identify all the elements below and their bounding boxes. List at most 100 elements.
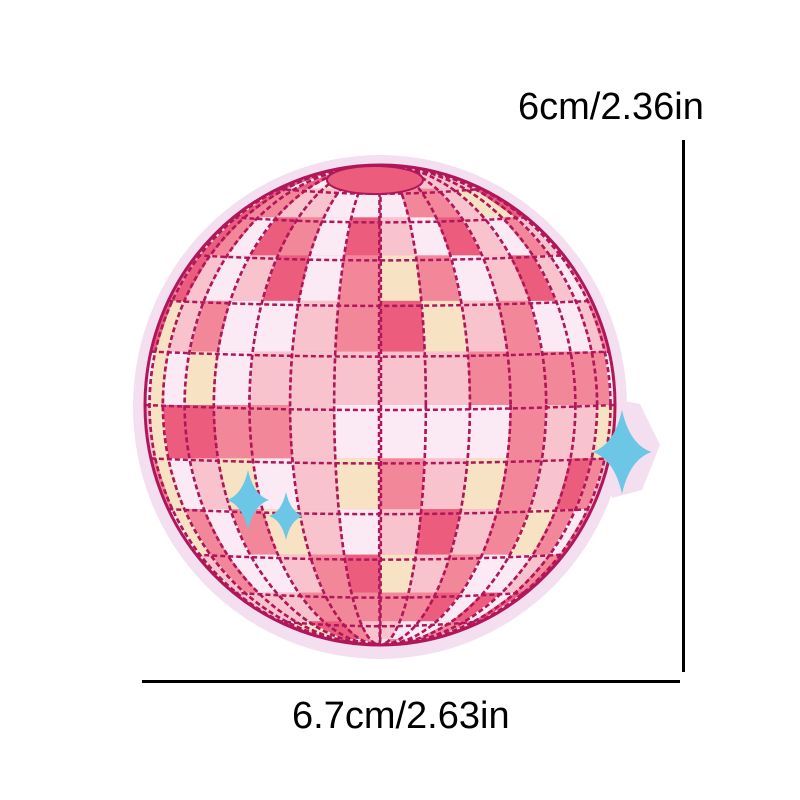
mirror-tile [250,554,299,593]
mirror-tile [452,188,502,218]
mirror-tile [501,554,550,593]
stitch-line [150,457,610,465]
mirror-tile [549,509,588,555]
mirror-tile [344,554,380,593]
stitch-line [161,165,599,645]
sparkle-icon [227,470,269,530]
stitch-line [196,553,564,561]
mirror-tile [168,255,200,301]
mirror-tile [380,509,422,555]
mirror-tile [292,458,339,510]
mirror-tile [424,405,470,459]
mirror-tile [400,621,437,639]
mirror-tile [249,351,293,405]
mirror-tile [168,458,204,510]
mirror-tile [380,554,416,593]
mirror-tile [461,300,508,352]
mirror-tile [415,509,462,555]
mirror-tile [203,509,251,555]
mirror-tile [482,509,530,555]
mirror-tile [184,509,228,555]
sparkle-icon [269,492,303,540]
mirror-tile [155,300,185,352]
mirror-tile [309,554,352,593]
mirror-tile [230,255,278,301]
mirror-tile [309,217,352,256]
mirror-tile [416,621,465,639]
mirror-tile [258,188,308,218]
mirror-tile [162,351,190,405]
mirror-tile [334,351,380,405]
mirror-tile [461,458,508,510]
stitch-line [377,165,383,645]
mirror-tile [421,458,468,510]
mirror-tile [423,621,475,639]
height-dimension-label: 6cm/2.36in [518,86,704,128]
mirror-tile [184,351,218,405]
mirror-tile [464,592,516,622]
mirror-tile [436,188,484,218]
mirror-tile [587,458,610,510]
mirror-tile [542,351,576,405]
disco-ball-cap [326,165,424,195]
sparkle-icon [592,410,652,494]
mirror-tile [258,592,308,622]
stitch-line [288,165,472,645]
mirror-tile [172,509,211,555]
mirror-tile [380,255,422,301]
stitch-line [212,165,548,645]
stitch-line [277,619,483,628]
mirror-tile [290,405,336,459]
mirror-tile [570,351,598,405]
mirror-tile [380,300,425,352]
disco-ball-outline [143,163,617,647]
mirror-tile [213,405,253,459]
mirror-tile [399,592,437,622]
mirror-tile [323,592,361,622]
mirror-tile [415,255,462,301]
mirror-tile [408,217,451,256]
mirror-tile [252,300,299,352]
stitch-line [148,165,612,645]
mirror-tile [507,351,547,405]
width-dimension-line [142,680,680,683]
mirror-tile [399,188,437,218]
mirror-tile [542,405,576,459]
stitch-line [332,165,428,645]
mirror-tile [252,458,299,510]
mirror-tile [292,300,339,352]
mirror-tile [532,509,576,555]
mirror-tile [419,188,462,218]
mirror-tile [184,255,228,301]
mirror-tile [467,351,511,405]
mirror-tile [168,300,204,352]
mirror-tile [467,405,511,459]
mirror-tile [450,255,498,301]
mirror-tile [172,255,211,301]
mirror-tile [323,188,361,218]
mirror-tile [570,405,598,459]
mirror-tile [217,300,263,352]
mirror-tile [575,458,605,510]
mirror-tile [483,554,533,593]
mirror-tile [497,300,543,352]
mirror-tile [227,554,277,593]
mirror-tile [591,351,611,405]
mirror-tile [340,621,370,639]
mirror-tile [549,255,588,301]
mirror-tile [298,188,341,218]
mirror-tile [262,255,310,301]
mirror-tile [461,554,510,593]
mirror-tile [276,188,324,218]
mirror-tile [323,621,360,639]
mirror-tile [298,592,341,622]
mirror-tile [509,255,557,301]
mirror-tile [244,592,296,622]
disco-ball-tiles [145,165,615,645]
mirror-tile [380,405,426,459]
mirror-tile [532,255,576,301]
mirror-tile [416,171,465,189]
mirror-tile [290,351,336,405]
